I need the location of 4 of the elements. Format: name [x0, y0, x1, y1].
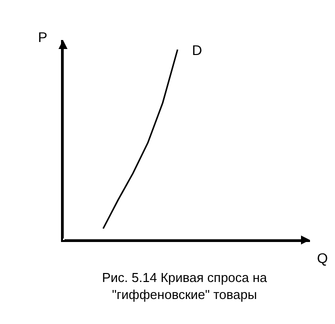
text: Рис. 5.14 Кривая спроса на "гиффеновские" товары [102, 270, 268, 302]
text: Q [317, 250, 328, 266]
series-label: D [192, 42, 202, 58]
text: P [38, 29, 48, 45]
